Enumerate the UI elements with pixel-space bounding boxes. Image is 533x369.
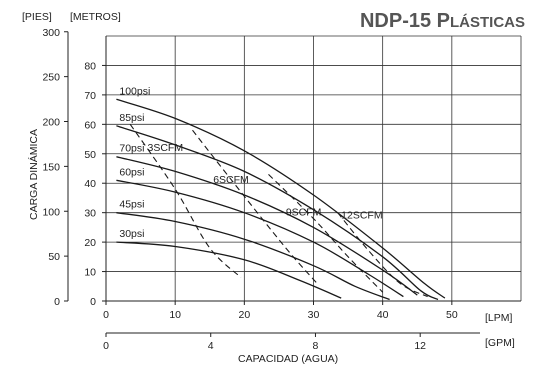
air-label-3SCFM: 3SCFM <box>148 142 184 154</box>
air-curve-3SCFM <box>129 123 242 278</box>
y-tick-label-pies: 100 <box>42 206 60 218</box>
pressure-curve-70psi <box>116 156 418 296</box>
x-tick-label-lpm: 40 <box>377 309 389 321</box>
x-tick-label-gpm: 12 <box>414 340 426 352</box>
x-tick-label-lpm: 50 <box>446 309 458 321</box>
air-curve-9SCFM <box>268 174 384 293</box>
unit-label-metros: [METROS] <box>70 11 121 23</box>
y-tick-label-pies: 0 <box>54 296 60 308</box>
pressure-label-60psi: 60psi <box>119 166 144 178</box>
y-axis-title: CARGA DINÁMICA <box>27 129 40 220</box>
chart-title: NDP-15 PLÁSTICAS <box>360 10 525 32</box>
unit-label-pies: [PIES] <box>22 11 52 23</box>
x-tick-label-lpm: 30 <box>308 309 320 321</box>
y-tick-label-pies: 50 <box>48 251 60 263</box>
unit-label-gpm: [GPM] <box>485 337 515 349</box>
air-label-6SCFM: 6SCFM <box>213 174 249 186</box>
air-curve-12SCFM <box>337 212 428 298</box>
x-tick-label-lpm: 20 <box>238 309 250 321</box>
y-tick-label-metros: 40 <box>84 178 96 190</box>
y-tick-label-metros: 20 <box>84 237 96 249</box>
unit-label-lpm: [LPM] <box>485 312 513 324</box>
pressure-label-45psi: 45psi <box>119 199 144 211</box>
pressure-curve-60psi <box>116 179 404 298</box>
y-tick-label-metros: 70 <box>84 90 96 102</box>
pressure-curve-45psi <box>116 212 390 301</box>
pressure-curve-85psi <box>116 125 439 301</box>
pressure-label-70psi: 70psi <box>119 143 144 155</box>
air-label-9SCFM: 9SCFM <box>286 207 322 219</box>
pressure-label-85psi: 85psi <box>119 112 144 124</box>
y-tick-label-metros: 30 <box>84 208 96 220</box>
x-tick-label-lpm: 0 <box>103 309 109 321</box>
air-curve-6SCFM <box>192 129 318 284</box>
y-tick-label-metros: 50 <box>84 149 96 161</box>
x-tick-label-gpm: 4 <box>208 340 214 352</box>
x-tick-label-lpm: 10 <box>169 309 181 321</box>
y-tick-label-pies: 150 <box>42 161 60 173</box>
pressure-curve-100psi <box>116 98 446 299</box>
x-tick-label-gpm: 0 <box>103 340 109 352</box>
x-tick-label-gpm: 8 <box>313 340 319 352</box>
y-tick-label-metros: 0 <box>90 296 96 308</box>
series: 100psi 85psi 70psi 60psi 45psi 30psi 3SCFM 6SCF… <box>116 85 446 301</box>
grid <box>106 35 522 301</box>
x-axis-title: CAPACIDAD (AGUA) <box>238 353 338 365</box>
pressure-label-100psi: 100psi <box>119 85 150 97</box>
y-tick-label-pies: 200 <box>42 117 60 129</box>
pressure-curve-30psi <box>116 241 342 299</box>
y-tick-label-metros: 60 <box>84 119 96 131</box>
y-tick-label-metros: 10 <box>84 267 96 279</box>
y-tick-label-pies: 300 <box>42 27 60 39</box>
pressure-label-30psi: 30psi <box>119 228 144 240</box>
air-label-12SCFM: 12SCFM <box>341 210 382 222</box>
y-tick-label-pies: 250 <box>42 72 60 84</box>
y-tick-label-metros: 80 <box>84 60 96 72</box>
